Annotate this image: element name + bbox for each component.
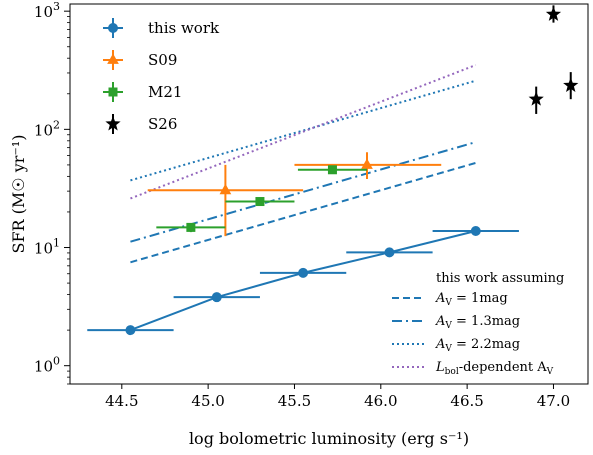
data-points <box>87 5 579 336</box>
this-work-point <box>470 225 481 236</box>
model-line-dotted-3 <box>130 64 477 200</box>
legend-upper-label: M21 <box>148 83 182 101</box>
s09-point <box>219 183 232 195</box>
plot-frame <box>69 3 589 385</box>
this-work-line <box>130 230 477 332</box>
model-lines <box>130 64 477 264</box>
s26-point <box>528 91 544 106</box>
y-tick-label: 101 <box>34 237 60 258</box>
s09-point <box>361 158 373 169</box>
legend-upper-label: S09 <box>148 51 177 69</box>
legend-lower-label: AV = 1mag <box>435 291 508 308</box>
model-line-dashed-0 <box>130 161 477 264</box>
this-work-point <box>298 267 309 278</box>
this-work-point <box>384 247 395 258</box>
legend-lower: this work assuming AV = 1mag AV = 1.3mag AV… <box>392 271 564 377</box>
legend-lower-label: AV = 1.3mag <box>435 314 520 331</box>
legend-lower-title: this work assuming <box>436 271 564 286</box>
y-tick-label: 100 <box>34 355 60 376</box>
legend-upper: this work S09 M21 S26 <box>103 18 220 134</box>
x-tick-label: 46.5 <box>450 392 483 410</box>
x-tick-label: 45.5 <box>278 392 311 410</box>
x-axis-label: log bolometric luminosity (erg s⁻¹) <box>189 429 469 448</box>
m21-point <box>186 222 196 232</box>
legend-s09-marker <box>107 53 119 64</box>
y-tick-label: 103 <box>34 0 60 21</box>
legend-upper-label: S26 <box>148 115 177 133</box>
x-tick-label: 46.0 <box>364 392 397 410</box>
this-work-point <box>125 325 136 336</box>
legend-upper-label: this work <box>148 19 220 37</box>
x-tick-label: 45.0 <box>191 392 224 410</box>
x-tick-label: 47.0 <box>537 392 570 410</box>
m21-point <box>255 197 265 207</box>
x-tick-label: 44.5 <box>105 392 138 410</box>
s26-point <box>545 6 562 21</box>
y-tick-label: 102 <box>34 118 60 139</box>
legend-lower-label: AV = 2.2mag <box>435 337 520 354</box>
s26-point <box>563 77 579 92</box>
m21-point <box>327 165 337 175</box>
legend-m21-marker <box>108 87 118 97</box>
legend-this-work-marker <box>108 23 118 33</box>
this-work-point <box>211 292 222 303</box>
axis-ticks: 44.5 45.0 45.5 46.0 46.5 47.0 100 101 102 103 <box>34 0 570 410</box>
legend-s26-marker <box>105 116 121 131</box>
y-axis-label: SFR (M☉ yr⁻¹) <box>9 134 28 253</box>
legend-lower-label: Lbol-dependent AV <box>435 360 554 377</box>
